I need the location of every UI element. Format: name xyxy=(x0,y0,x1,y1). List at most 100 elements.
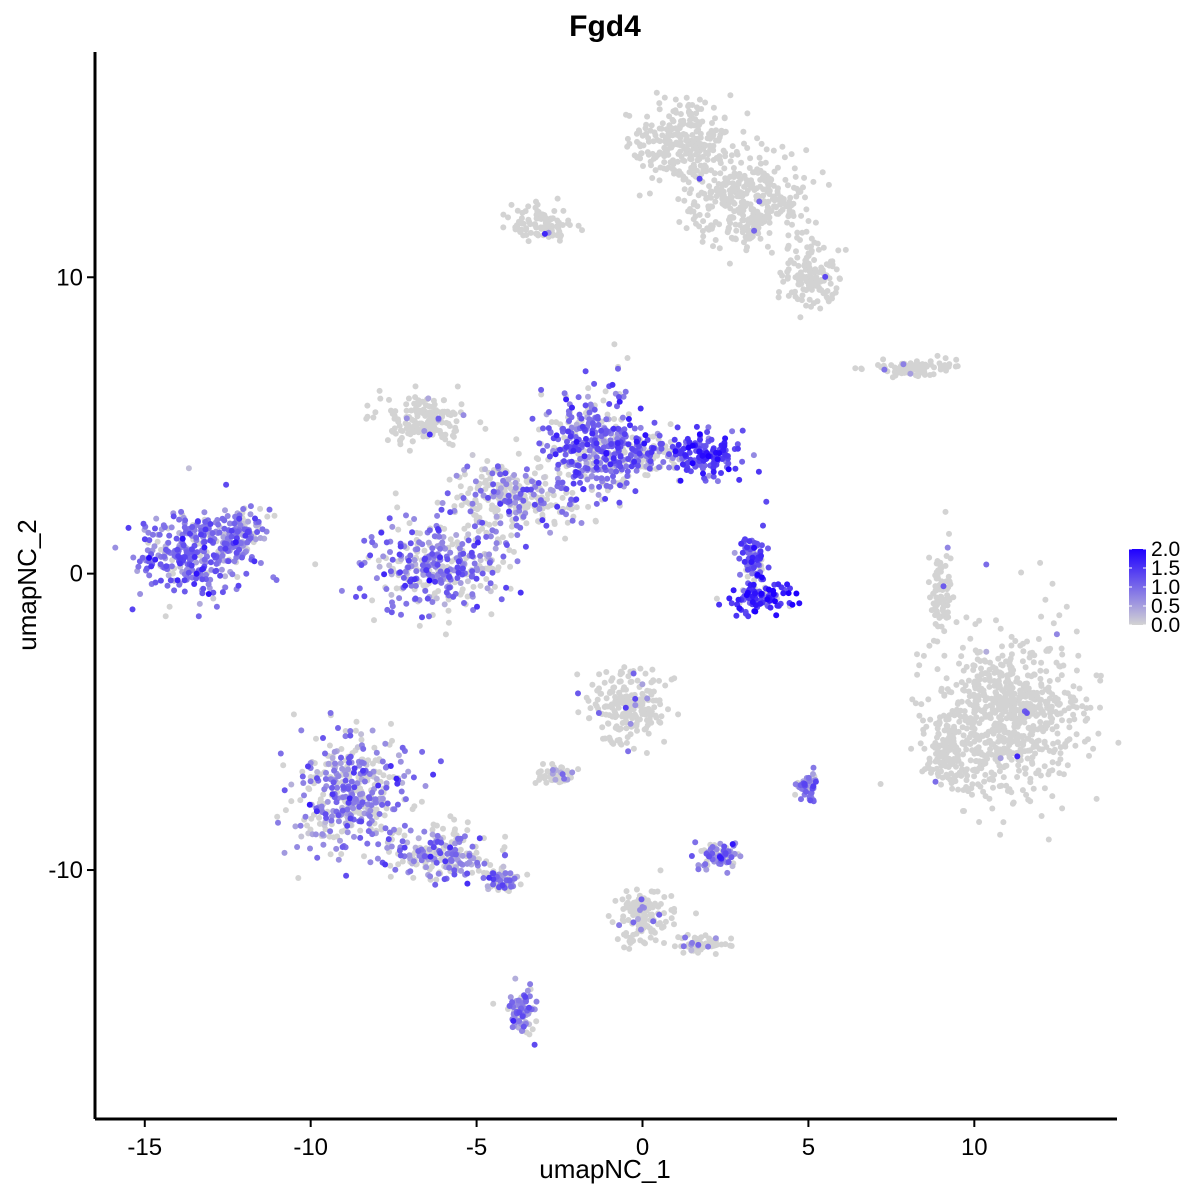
cell-point xyxy=(1040,728,1047,735)
cell-point xyxy=(685,208,692,215)
cell-point-expressing xyxy=(368,534,375,540)
cell-point xyxy=(661,910,667,917)
cell-point xyxy=(166,603,173,610)
cell-point xyxy=(943,722,950,729)
cell-point xyxy=(403,407,410,414)
cell-point-expressing xyxy=(512,479,519,486)
cell-point-expressing xyxy=(330,779,337,786)
cell-point xyxy=(908,745,915,752)
cell-point xyxy=(740,207,747,214)
cell-point xyxy=(297,797,304,804)
cell-point xyxy=(984,695,991,702)
cell-point xyxy=(523,225,530,232)
cell-point-expressing xyxy=(426,527,433,534)
cell-point-expressing xyxy=(337,837,343,844)
cell-point xyxy=(338,851,345,857)
cell-point-expressing xyxy=(725,460,732,467)
cell-point xyxy=(942,508,949,515)
cell-point-expressing xyxy=(202,518,209,525)
cell-point xyxy=(616,689,623,696)
cell-point xyxy=(734,193,741,200)
cell-point-expressing xyxy=(239,554,245,561)
cell-point xyxy=(645,135,652,141)
cell-point xyxy=(959,724,966,731)
cell-point xyxy=(976,819,983,825)
cell-point xyxy=(921,766,928,773)
cell-point-expressing xyxy=(219,589,226,596)
cell-point xyxy=(652,937,659,944)
cell-point xyxy=(594,696,601,703)
cell-point-expressing xyxy=(387,568,394,575)
cell-point xyxy=(1031,652,1038,659)
cell-point xyxy=(803,302,810,309)
cell-point xyxy=(741,217,747,224)
cell-point xyxy=(959,644,966,651)
cell-point xyxy=(603,695,610,702)
cell-point xyxy=(1041,712,1048,718)
cell-point-expressing xyxy=(182,517,189,524)
cell-point xyxy=(464,593,471,600)
cell-point xyxy=(1003,762,1010,769)
cell-point-expressing xyxy=(666,464,673,471)
cell-point xyxy=(1049,580,1056,587)
cell-point-expressing xyxy=(368,802,375,809)
cell-point-expressing xyxy=(460,550,467,557)
cell-point xyxy=(440,825,446,832)
cell-point-expressing xyxy=(907,370,914,377)
cell-point xyxy=(507,585,514,592)
cell-point-expressing xyxy=(407,827,414,834)
cell-point-expressing xyxy=(480,875,487,881)
cell-point xyxy=(611,684,618,691)
cell-point-expressing xyxy=(431,533,438,540)
cell-point-expressing xyxy=(651,419,658,426)
cell-point xyxy=(999,652,1006,659)
cell-point xyxy=(621,664,628,671)
cell-point xyxy=(539,211,546,218)
cell-point xyxy=(1025,685,1032,692)
cell-point-expressing xyxy=(399,838,406,845)
cell-point xyxy=(626,112,633,119)
cell-point-expressing xyxy=(383,539,390,546)
cell-point-expressing xyxy=(656,911,663,918)
cell-point xyxy=(625,411,632,418)
cell-point xyxy=(624,143,631,150)
cell-point xyxy=(494,567,501,574)
cell-point xyxy=(992,721,999,728)
cell-point-expressing xyxy=(506,1003,513,1009)
cell-point-expressing xyxy=(500,553,507,560)
cell-point xyxy=(1057,756,1064,763)
cell-point xyxy=(1002,737,1009,744)
cell-point-expressing xyxy=(157,561,164,568)
cell-point xyxy=(542,216,549,223)
cell-point-expressing xyxy=(419,562,426,569)
cell-point xyxy=(1037,559,1044,566)
cell-point xyxy=(621,931,627,938)
cell-point-expressing xyxy=(631,425,638,432)
cell-point xyxy=(602,388,609,395)
cell-point-expressing xyxy=(559,771,566,778)
cell-point xyxy=(1045,836,1052,843)
cell-point xyxy=(525,238,532,245)
cell-point-expressing xyxy=(199,590,206,597)
cell-point-expressing xyxy=(322,776,329,782)
cell-point-expressing xyxy=(477,557,484,564)
cell-point-expressing xyxy=(585,393,591,400)
cell-point xyxy=(758,140,765,147)
cell-point-expressing xyxy=(366,771,373,777)
cell-point xyxy=(1093,672,1100,679)
cell-point xyxy=(959,739,966,746)
cell-point xyxy=(755,224,762,231)
cell-point-expressing xyxy=(514,558,521,565)
cell-point xyxy=(1059,651,1066,658)
cell-point xyxy=(711,177,718,184)
cell-point-expressing xyxy=(392,866,399,873)
cell-point xyxy=(975,696,982,703)
cell-point xyxy=(805,252,812,259)
cell-point xyxy=(913,362,920,369)
cell-point xyxy=(419,398,426,405)
cell-point-expressing xyxy=(367,552,374,559)
cell-point xyxy=(1070,703,1077,709)
cell-point xyxy=(596,671,603,678)
cell-point-expressing xyxy=(578,520,585,526)
cell-point-expressing xyxy=(437,758,444,765)
